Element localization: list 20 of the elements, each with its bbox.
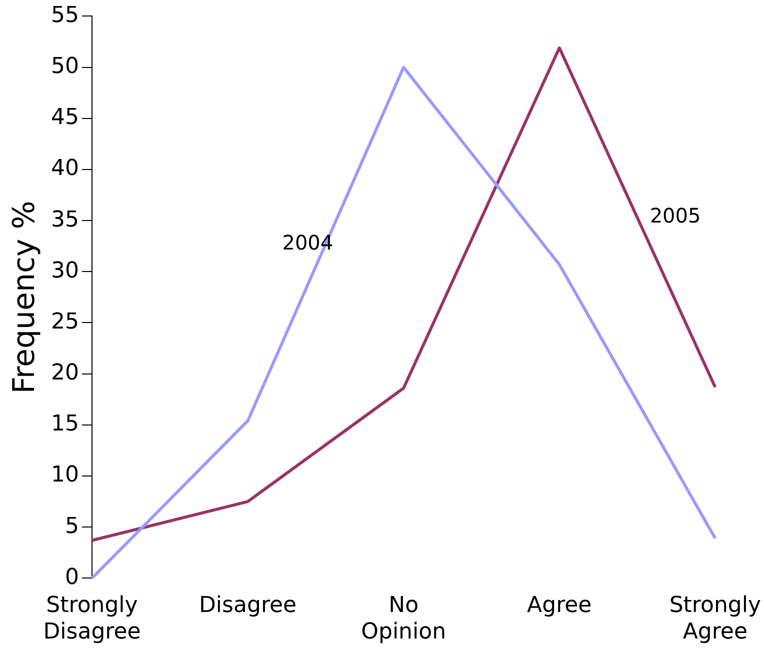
- x-tick-label: Disagree: [198, 593, 297, 618]
- x-tick-label: Agree: [527, 593, 592, 618]
- y-tick-label: 35: [50, 207, 79, 232]
- y-tick-label: 20: [50, 360, 79, 386]
- y-tick-label: 55: [50, 2, 79, 28]
- y-tick-label: 10: [50, 462, 79, 488]
- x-tick-label: Strongly Agree: [669, 593, 761, 645]
- y-tick-label: 30: [50, 258, 79, 284]
- y-axis-title: Frequency %: [6, 200, 42, 394]
- y-tick-label: 25: [50, 309, 79, 334]
- x-tick-label: No Opinion: [361, 593, 446, 645]
- y-tick-label: 5: [64, 514, 79, 539]
- y-tick-label: 40: [50, 156, 79, 182]
- series-label: 2004: [282, 230, 334, 254]
- y-tick-label: 45: [50, 105, 79, 130]
- x-tick-label: Strongly Disagree: [43, 593, 141, 645]
- y-tick-label: 50: [50, 54, 79, 80]
- series-label: 2005: [650, 204, 701, 228]
- y-tick-label: 0: [64, 564, 79, 590]
- y-tick-label: 15: [50, 412, 79, 437]
